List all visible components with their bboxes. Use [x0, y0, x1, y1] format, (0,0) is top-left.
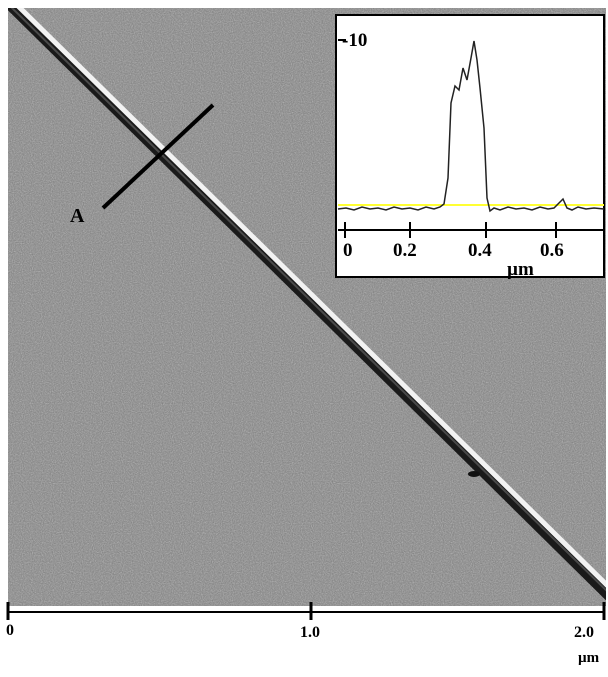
main-x-tick-label: 0 — [6, 622, 14, 639]
inset-x-tick-label: 0.6 — [540, 240, 564, 261]
inset-profile-plot: -10 0 0.2 0.4 0.6 µm — [335, 14, 605, 280]
main-x-unit: µm — [578, 650, 600, 666]
nanotube-highlight — [16, 8, 606, 588]
inset-frame — [335, 14, 605, 278]
cross-section-line — [101, 103, 215, 210]
afm-main-image: A -10 0 0.2 0.4 0.6 µm — [8, 8, 606, 606]
profile-label-a: A — [70, 205, 85, 227]
inset-profile-trace — [337, 40, 605, 213]
inset-y-tick-label: -10 — [342, 30, 367, 51]
nanotube-defect — [468, 471, 480, 477]
inset-x-unit: µm — [507, 259, 534, 280]
nanotube-center — [10, 8, 606, 592]
main-x-tick-label: 2.0 — [574, 624, 594, 641]
inset-x-tick-label: 0 — [343, 240, 353, 261]
inset-x-tick-label: 0.4 — [468, 240, 492, 261]
main-x-axis — [6, 602, 606, 620]
inset-x-tick-label: 0.2 — [393, 240, 417, 261]
main-x-tick-label: 1.0 — [300, 624, 320, 641]
